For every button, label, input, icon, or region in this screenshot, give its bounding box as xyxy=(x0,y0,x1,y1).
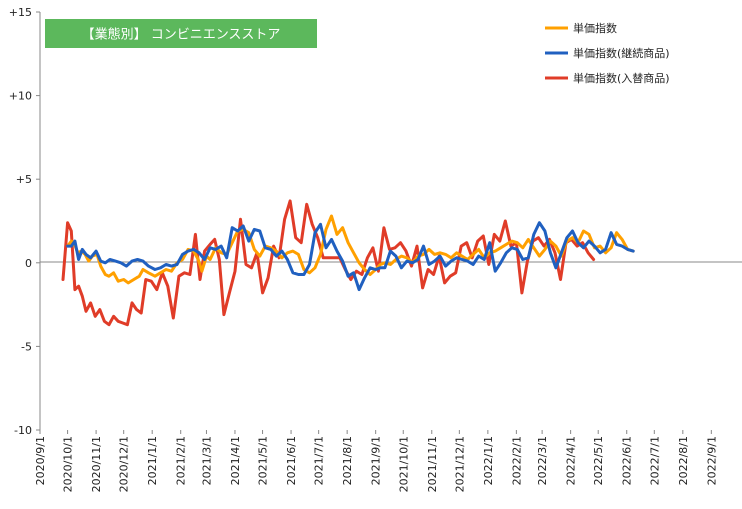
x-tick-label: 2022/5/1 xyxy=(592,436,605,485)
x-tick-label: 2021/5/1 xyxy=(257,436,270,485)
x-tick-label: 2021/12/1 xyxy=(453,436,466,492)
y-tick-label: +15 xyxy=(9,6,32,19)
y-tick-label: 0 xyxy=(25,257,32,270)
y-tick-label: -5 xyxy=(21,340,32,353)
x-tick-label: 2022/4/1 xyxy=(565,436,578,485)
legend-label: 単価指数(継続商品) xyxy=(573,46,670,60)
chart-title: 【業態別】 コンビニエンスストア xyxy=(82,27,281,43)
series-line-2 xyxy=(61,199,596,327)
y-tick-label: +5 xyxy=(16,173,32,186)
x-tick-label: 2020/9/1 xyxy=(34,436,47,485)
x-axis-ticks: 2020/9/1 2020/10/1 2020/11/1 2020/12/1 2021/… xyxy=(34,430,718,492)
legend-label: 単価指数(入替商品) xyxy=(573,71,670,85)
x-tick-label: 2022/8/1 xyxy=(677,436,690,485)
x-tick-label: 2022/9/1 xyxy=(705,436,718,485)
x-tick-label: 2021/1/1 xyxy=(146,436,159,485)
x-tick-label: 2021/11/1 xyxy=(426,436,439,492)
x-tick-label: 2020/12/1 xyxy=(118,436,131,492)
x-tick-label: 2022/7/1 xyxy=(648,436,661,485)
y-tick-label: +10 xyxy=(9,90,32,103)
x-tick-label: 2022/1/1 xyxy=(482,436,495,485)
x-tick-label: 2021/7/1 xyxy=(313,436,326,485)
series-layer xyxy=(61,199,635,327)
chart-title-box: 【業態別】 コンビニエンスストア xyxy=(45,19,317,48)
x-tick-label: 2020/11/1 xyxy=(90,436,103,492)
x-tick-label: 2021/10/1 xyxy=(397,436,410,492)
x-tick-label: 2022/3/1 xyxy=(536,436,549,485)
legend-label: 単価指数 xyxy=(573,21,617,35)
x-tick-label: 2021/8/1 xyxy=(341,436,354,485)
y-tick-label: -10 xyxy=(14,424,32,437)
x-tick-label: 2021/6/1 xyxy=(285,436,298,485)
x-tick-label: 2021/3/1 xyxy=(200,436,213,485)
x-tick-label: 2021/2/1 xyxy=(175,436,188,485)
x-tick-label: 2022/6/1 xyxy=(621,436,634,485)
x-tick-label: 2021/4/1 xyxy=(229,436,242,485)
series-line-0 xyxy=(66,214,635,285)
x-tick-label: 2020/10/1 xyxy=(62,436,75,492)
y-axis-ticks: -10 -5 0 +5 +10 +15 xyxy=(9,6,40,437)
series-line-1 xyxy=(66,221,635,292)
x-tick-label: 2022/2/1 xyxy=(510,436,523,485)
x-tick-label: 2021/9/1 xyxy=(370,436,383,485)
chart-title-background xyxy=(45,19,317,48)
